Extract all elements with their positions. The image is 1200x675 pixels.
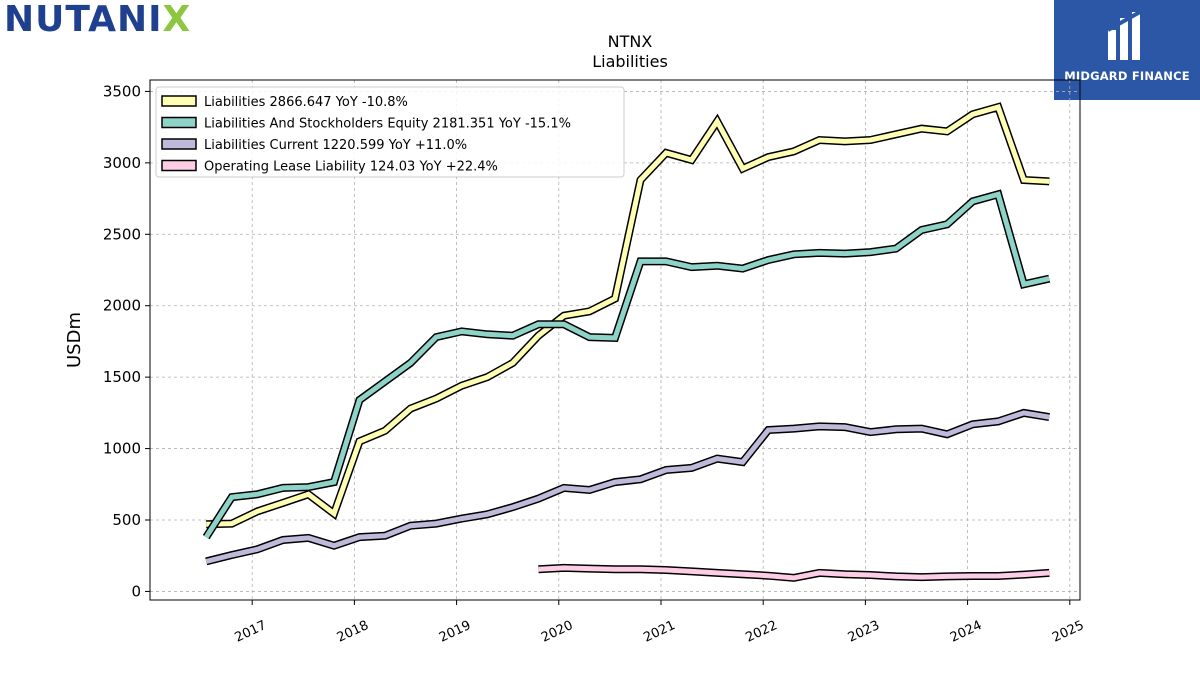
legend-label: Liabilities 2866.647 YoY -10.8% <box>204 95 408 110</box>
y-tick-label: 2500 <box>103 225 141 243</box>
y-tick-label: 500 <box>112 511 141 529</box>
x-tick-label: 2021 <box>641 618 677 646</box>
badge-label: MIDGARD FINANCE <box>1064 69 1190 83</box>
x-tick-label: 2022 <box>744 618 780 646</box>
legend-swatch <box>161 116 197 129</box>
midgard-logo-icon <box>1107 10 1141 60</box>
series-line <box>204 191 1050 539</box>
legend-box <box>155 86 625 178</box>
y-axis-label: USDm <box>64 312 85 368</box>
x-tick-label: 2024 <box>948 618 984 646</box>
y-tick-label: 2000 <box>103 297 141 315</box>
legend-label: Liabilities And Stockholders Equity 2181… <box>204 117 571 132</box>
series-line-outline <box>205 408 1050 566</box>
x-tick-label: 2023 <box>846 618 882 646</box>
y-tick-label: 0 <box>131 582 141 600</box>
chart-title-ticker: NTNX <box>607 32 653 51</box>
x-tick-label: 2017 <box>233 618 269 646</box>
x-tick-label: 2020 <box>539 618 575 646</box>
x-tick-label: 2019 <box>437 618 473 646</box>
y-tick-label: 3000 <box>103 154 141 172</box>
y-tick-label: 1500 <box>103 368 141 386</box>
series-line <box>538 565 1050 581</box>
x-tick-label: 2025 <box>1050 618 1086 646</box>
series-line <box>205 410 1050 564</box>
plot-frame <box>149 79 1081 601</box>
legend-label: Liabilities Current 1220.599 YoY +11.0% <box>204 138 467 153</box>
legend-swatch <box>161 95 197 107</box>
chart-title: NTNX Liabilities <box>515 32 745 72</box>
legend-swatch <box>161 159 197 172</box>
midgard-finance-badge: MIDGARD FINANCE <box>1054 0 1200 100</box>
legend-label: Operating Lease Liability 124.03 YoY +22… <box>204 160 498 175</box>
legend-swatch <box>161 138 197 150</box>
chart-subtitle: Liabilities <box>592 52 668 71</box>
series-line <box>206 104 1050 527</box>
y-tick-label: 3500 <box>103 82 141 100</box>
nutanix-logo: NUTANIX <box>4 0 192 40</box>
x-tick-label: 2018 <box>335 618 371 646</box>
y-tick-label: 1000 <box>103 440 141 458</box>
